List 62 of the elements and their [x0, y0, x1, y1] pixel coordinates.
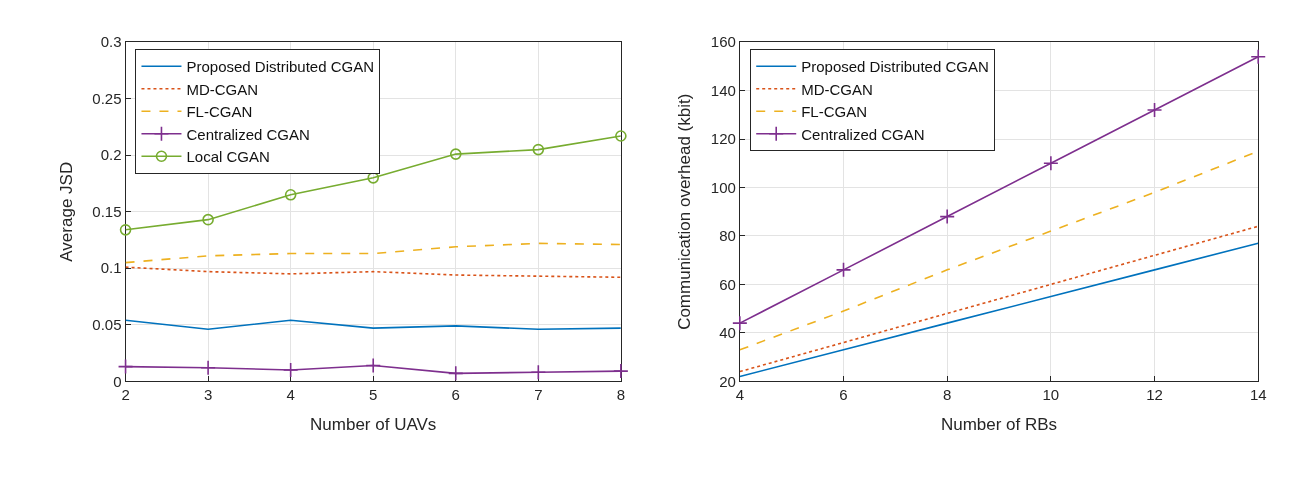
- point: [1043, 155, 1059, 172]
- x-axis-title: Number of RBs: [940, 414, 1058, 434]
- y-tick-label: 60: [719, 275, 736, 293]
- point: [202, 213, 214, 226]
- x-tick-label: 7: [534, 386, 543, 404]
- y-tick-label: 0.3: [100, 33, 122, 51]
- point: [284, 188, 297, 201]
- x-tick-label: 6: [451, 386, 460, 404]
- x-tick-label: 10: [1042, 386, 1060, 404]
- line-series: [125, 319, 621, 331]
- line-series: [125, 242, 621, 264]
- legend-label: Centralized CGAN: [186, 125, 310, 143]
- x-axis-title: Number of UAVs: [310, 414, 437, 434]
- legend-label: Local CGAN: [186, 148, 270, 166]
- y-tick-label: 0: [113, 372, 122, 390]
- y-tick-label: 0.15: [92, 202, 122, 220]
- y-axis-title: Average JSD: [56, 161, 76, 262]
- x-tick-label: 5: [369, 386, 378, 404]
- point: [615, 130, 627, 142]
- x-tick-label: 12: [1146, 386, 1163, 404]
- point: [117, 358, 134, 375]
- y-tick-label: 40: [719, 324, 736, 342]
- y-tick-label: 100: [710, 178, 736, 196]
- point: [282, 362, 299, 378]
- x-tick-label: 8: [616, 386, 626, 404]
- point: [1146, 102, 1163, 118]
- point: [1250, 48, 1267, 65]
- legend-label: Centralized CGAN: [801, 125, 925, 143]
- x-tick-label: 4: [735, 386, 745, 404]
- point: [200, 359, 216, 376]
- point: [119, 224, 132, 236]
- legend-label: MD-CGAN: [186, 80, 259, 98]
- y-tick-label: 0.1: [100, 259, 122, 277]
- line-series: [125, 266, 621, 279]
- point: [835, 262, 852, 278]
- y-tick-label: 80: [719, 227, 736, 245]
- y-axis-title: Communication overhead (kbit): [675, 93, 695, 330]
- y-tick-label: 0.25: [92, 89, 122, 107]
- legend-label: FL-CGAN: [186, 103, 253, 121]
- point: [613, 363, 629, 379]
- point: [530, 364, 547, 381]
- y-tick-label: 120: [710, 130, 736, 148]
- y-tick-label: 20: [719, 372, 736, 390]
- point: [449, 148, 462, 160]
- x-tick-label: 6: [839, 386, 848, 404]
- point: [365, 357, 382, 374]
- x-tick-label: 2: [121, 386, 130, 404]
- legend-label: FL-CGAN: [801, 103, 868, 121]
- y-tick-label: 140: [710, 81, 736, 99]
- point: [532, 143, 545, 156]
- legend-label: Proposed Distributed CGAN: [186, 58, 375, 76]
- x-tick-label: 4: [286, 386, 295, 404]
- legend-label: MD-CGAN: [801, 80, 873, 98]
- point: [939, 208, 955, 225]
- y-tick-label: 0.2: [100, 146, 122, 164]
- x-tick-label: 8: [943, 386, 952, 404]
- legend-label: Proposed Distributed CGAN: [801, 58, 989, 76]
- y-tick-label: 0.05: [92, 316, 122, 334]
- x-tick-label: 3: [203, 386, 213, 404]
- point: [447, 365, 464, 382]
- x-tick-label: 14: [1249, 386, 1267, 404]
- y-tick-label: 160: [710, 33, 736, 51]
